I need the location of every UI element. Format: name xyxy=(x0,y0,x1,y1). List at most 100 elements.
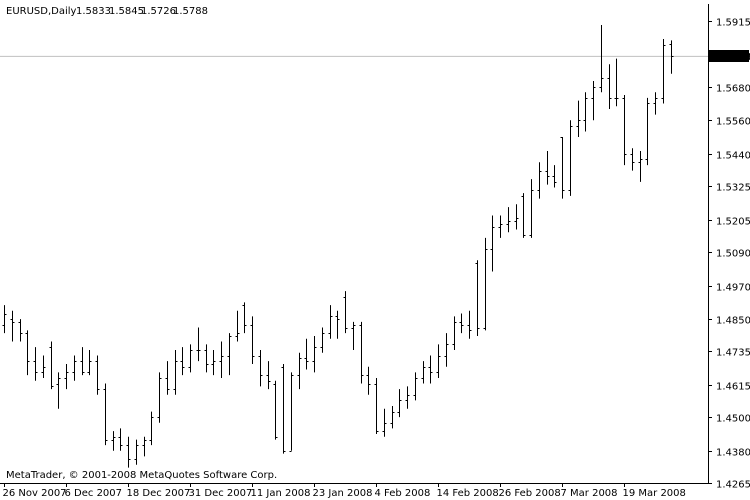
ohlc-bar xyxy=(568,120,573,196)
price-axis: 1.5915 1.5680 1.5560 1.5440 1.5325 1.5205 1.50… xyxy=(708,18,750,491)
time-tick-label: 14 Feb 2008 xyxy=(437,488,499,499)
ohlc-bar xyxy=(273,380,278,440)
ohlc-bar xyxy=(320,327,325,353)
time-tick-label: 7 Mar 2008 xyxy=(561,488,618,499)
ohlc-bar xyxy=(235,310,240,342)
ohlc-bar xyxy=(312,335,317,373)
ohlc-bar xyxy=(173,349,178,395)
ohlc-bar xyxy=(242,302,247,334)
ohlc-bar xyxy=(18,319,23,342)
ohlc-bar xyxy=(583,92,588,132)
ohlc-bar xyxy=(250,316,255,364)
ohlc-bar xyxy=(180,347,185,376)
ohlc-bar xyxy=(134,439,139,465)
ohlc-bar xyxy=(2,305,7,334)
ohlc-bar xyxy=(49,341,54,390)
price-tick-label: 1.5915 xyxy=(716,18,750,29)
time-tick-label: 6 Dec 2007 xyxy=(65,488,123,499)
ohlc-bar xyxy=(328,305,333,339)
ohlc-bar xyxy=(72,355,77,381)
price-tick-label: 1.5680 xyxy=(716,84,750,95)
ohlc-bar xyxy=(452,316,457,350)
ohlc-bar xyxy=(428,355,433,384)
price-tick-label: 1.4380 xyxy=(716,448,750,459)
ohlc-bar xyxy=(405,386,410,409)
price-tick-label: 1.4615 xyxy=(716,382,750,393)
current-price-label: 1.5788 xyxy=(713,52,750,63)
copyright-footer: MetaTrader, © 2001-2008 MetaQuotes Softw… xyxy=(6,470,277,481)
ohlc-bar xyxy=(188,344,193,373)
ohlc-bar xyxy=(638,151,643,182)
price-tick-label: 1.5205 xyxy=(716,217,750,228)
price-tick-label: 1.5560 xyxy=(716,117,750,128)
ohlc-bar xyxy=(118,428,123,451)
ohlc-bar xyxy=(157,372,162,423)
ohlc-bar xyxy=(421,361,426,384)
ohlc-bar xyxy=(196,327,201,362)
ohlc-bar xyxy=(165,361,170,395)
price-tick-label: 1.4500 xyxy=(716,414,750,425)
ohlc-bar xyxy=(475,260,480,336)
ohlc-bar xyxy=(622,95,627,166)
price-tick-label: 1.4735 xyxy=(716,348,750,359)
ohlc-bar xyxy=(459,313,464,334)
ohlc-bar xyxy=(64,363,69,390)
ohlc-bar xyxy=(645,97,650,166)
time-tick-label: 31 Dec 2007 xyxy=(189,488,253,499)
ohlc-bar xyxy=(591,81,596,121)
ohlc-bar xyxy=(25,330,30,376)
price-tick-label: 1.4265 xyxy=(716,480,750,491)
ohlc-bar xyxy=(80,347,85,376)
ohlc-bar xyxy=(33,347,38,381)
ohlc-bar xyxy=(382,408,387,437)
ohlc-bar xyxy=(537,162,542,199)
ohlc-bar xyxy=(490,215,495,272)
ohlc-bar xyxy=(266,361,271,390)
ohlc-bar xyxy=(87,349,92,376)
ohlc-bar xyxy=(149,411,154,446)
ohlc-bar xyxy=(390,405,395,429)
ohlc-bar xyxy=(599,25,604,93)
ohlc-bar xyxy=(413,372,418,401)
price-marker: 1.5788 xyxy=(709,50,750,63)
ohlc-bar xyxy=(335,310,340,339)
time-tick-label: 19 Mar 2008 xyxy=(623,488,686,499)
close-value: 1.5788 xyxy=(173,6,208,17)
ohlc-bar xyxy=(607,64,612,110)
current-price-label-bg xyxy=(709,50,749,62)
ohlc-bar xyxy=(366,366,371,395)
time-tick-label: 26 Nov 2007 xyxy=(3,488,67,499)
ohlc-bar xyxy=(304,338,309,370)
ohlc-bar xyxy=(56,372,61,409)
ohlc-bar xyxy=(103,383,108,446)
ohlc-bars xyxy=(2,25,674,468)
ohlc-bar xyxy=(529,179,534,238)
time-tick-label: 26 Feb 2008 xyxy=(499,488,561,499)
ohlc-bar xyxy=(669,40,674,74)
ohlc-bar xyxy=(467,310,472,339)
time-tick-label: 23 Jan 2008 xyxy=(313,488,373,499)
ohlc-bar xyxy=(576,100,581,138)
ohlc-bar xyxy=(281,363,286,454)
ohlc-bar xyxy=(661,39,666,104)
open-value: 1.5833 xyxy=(76,6,111,17)
ohlc-bar xyxy=(359,321,364,384)
ohlc-bar xyxy=(483,237,488,331)
ohlc-bar xyxy=(506,207,511,233)
low-value: 1.5726 xyxy=(141,6,176,17)
price-tick-label: 1.5325 xyxy=(716,183,750,194)
ohlc-bar xyxy=(436,344,441,378)
symbol-timeframe-label: EURUSD,Daily xyxy=(6,6,77,17)
ohlc-bar xyxy=(514,204,519,230)
price-tick-label: 1.4850 xyxy=(716,316,750,327)
ohlc-bar xyxy=(219,341,224,378)
time-tick-label: 4 Feb 2008 xyxy=(375,488,431,499)
ohlc-bar xyxy=(374,377,379,434)
high-value: 1.5845 xyxy=(109,6,144,17)
ohlc-bar xyxy=(142,436,147,457)
ohlc-bar xyxy=(343,291,348,334)
ohlc-bar xyxy=(95,355,100,395)
